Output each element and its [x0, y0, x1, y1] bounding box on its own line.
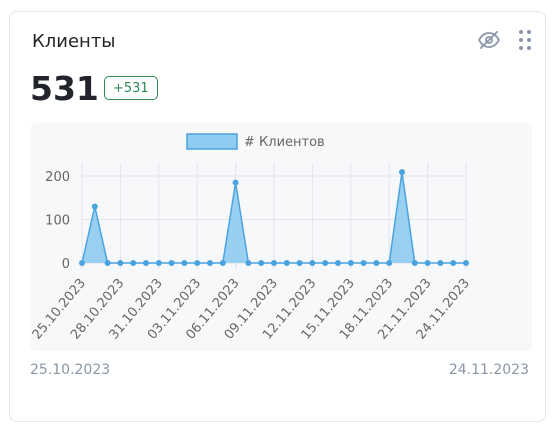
legend-label: # Клиентов	[244, 135, 325, 150]
data-point	[335, 260, 341, 266]
data-point	[322, 260, 329, 266]
legend-swatch	[186, 133, 238, 150]
y-tick-label: 200	[45, 170, 70, 185]
data-point	[219, 260, 226, 266]
data-point	[309, 260, 316, 266]
data-point	[168, 260, 175, 266]
data-point	[258, 260, 265, 266]
data-point	[130, 260, 137, 266]
data-point	[207, 260, 213, 266]
data-point	[117, 260, 124, 266]
data-point	[450, 260, 457, 266]
data-point	[424, 260, 431, 266]
data-point	[283, 260, 290, 266]
widget-title: Клиенты	[32, 31, 116, 52]
drag-handle-icon[interactable]	[518, 29, 532, 51]
data-point	[463, 260, 469, 266]
data-point	[79, 260, 85, 266]
data-point	[386, 260, 393, 266]
data-point	[399, 169, 405, 176]
eye-off-icon[interactable]	[477, 28, 501, 52]
data-point	[437, 260, 444, 266]
y-tick-label: 0	[62, 257, 70, 272]
clients-chart: 010020025.10.202328.10.202331.10.202303.…	[30, 133, 473, 343]
data-point	[194, 260, 201, 266]
data-point	[143, 260, 149, 266]
data-point	[347, 260, 354, 266]
data-point	[104, 260, 111, 266]
data-point	[360, 260, 367, 266]
data-point	[232, 179, 239, 186]
date-range-start: 25.10.2023	[30, 362, 111, 378]
client-count: 531	[30, 69, 99, 108]
date-range-end: 24.11.2023	[448, 362, 529, 378]
change-badge: +531	[104, 76, 158, 100]
data-point	[155, 260, 162, 266]
chart-area: 0 100 200 25.10.2023 28.10.2023 31.10.2023 03.…	[30, 123, 532, 351]
clients-widget: Клиенты 531 +531 0 100 200 25.10.2023 28.10.…	[9, 11, 546, 422]
data-point	[91, 203, 98, 210]
data-point	[373, 260, 380, 266]
data-point	[411, 260, 418, 266]
data-point	[245, 260, 252, 266]
data-point	[296, 260, 303, 266]
y-tick-label: 100	[45, 214, 70, 229]
data-point	[181, 260, 188, 266]
data-point	[271, 260, 277, 266]
